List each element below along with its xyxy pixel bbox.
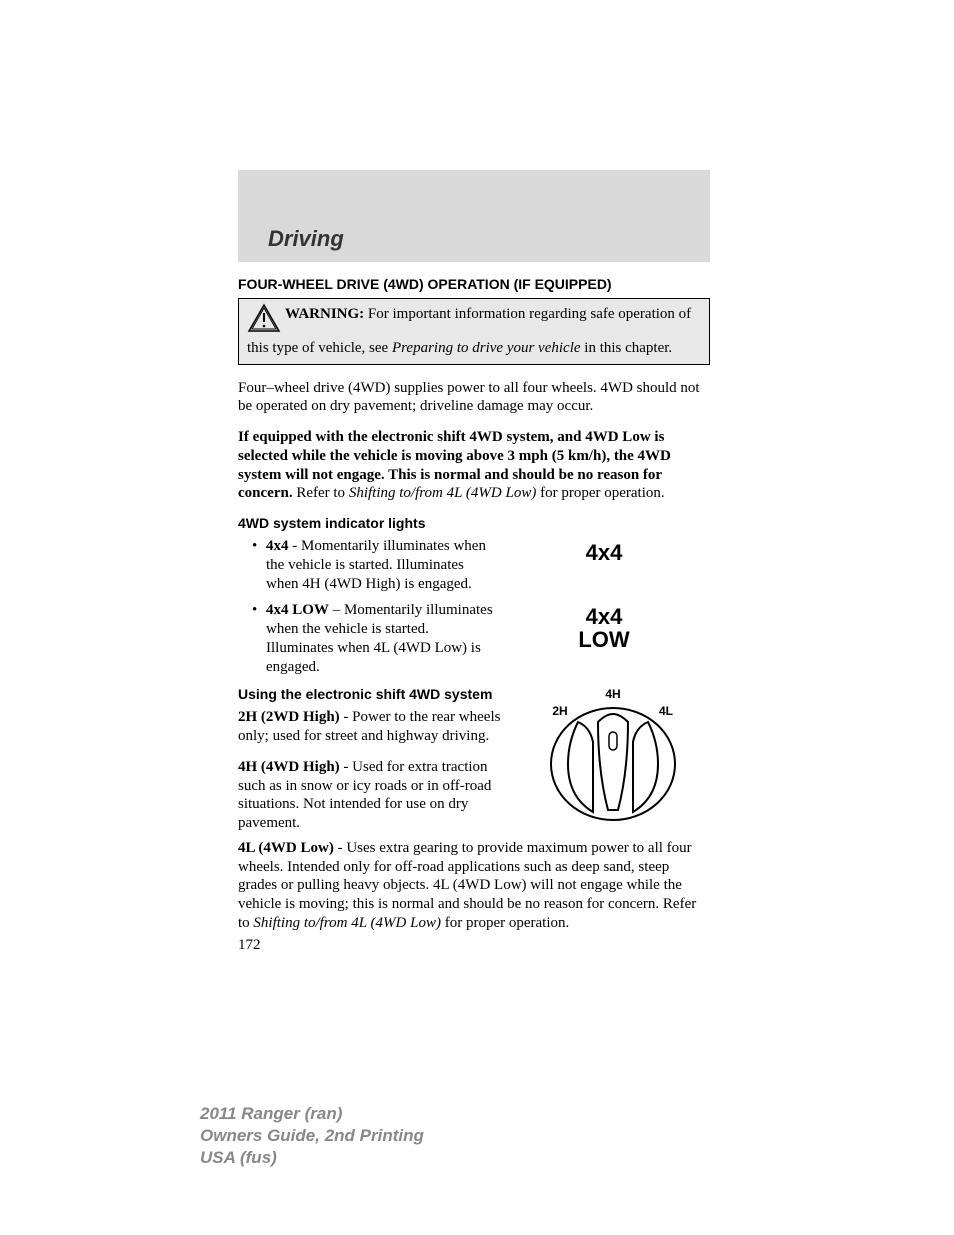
indicator-item-1: 4x4 - Momentarily illuminates when the v… (252, 537, 498, 593)
using-p3-bold: 4L (4WD Low) (238, 840, 334, 856)
indicator-4x4low-line2: LOW (578, 627, 629, 652)
para2-rest1: Refer to (293, 485, 349, 501)
warning-box: WARNING: For important information regar… (238, 298, 710, 365)
footer-l3-rest: (fus) (235, 1148, 277, 1167)
warning-label: WARNING: (285, 306, 364, 322)
warning-text-2: in this chapter. (581, 340, 673, 356)
indicator-item-2: 4x4 LOW – Momentarily illuminates when t… (252, 601, 498, 676)
para2-rest2: for proper operation. (536, 485, 664, 501)
using-p1-bold: 2H (2WD High) (238, 709, 340, 725)
using-section: Using the electronic shift 4WD system 2H… (238, 682, 710, 839)
footer: 2011 Ranger (ran) Owners Guide, 2nd Prin… (200, 1103, 424, 1169)
dial-diagram: 4H 2H 4L (516, 682, 710, 832)
paragraph-1: Four–wheel drive (4WD) supplies power to… (238, 379, 710, 417)
using-p3-text2: for proper operation. (441, 915, 569, 931)
indicator-4x4low-line1: 4x4 (586, 604, 623, 629)
page-number: 172 (238, 937, 710, 954)
paragraph-2: If equipped with the electronic shift 4W… (238, 428, 710, 503)
using-p1: 2H (2WD High) - Power to the rear wheels… (238, 708, 516, 746)
page-content: FOUR-WHEEL DRIVE (4WD) OPERATION (IF EQU… (238, 276, 710, 954)
chapter-title: Driving (268, 226, 710, 252)
footer-line2: Owners Guide, 2nd Printing (200, 1125, 424, 1147)
indicator-item2-bold: 4x4 LOW (266, 602, 329, 618)
warning-triangle-icon (247, 303, 281, 339)
using-heading: Using the electronic shift 4WD system (238, 686, 516, 702)
indicator-row-2: 4x4 LOW – Momentarily illuminates when t… (238, 601, 710, 684)
using-p3: 4L (4WD Low) - Uses extra gearing to pro… (238, 839, 710, 933)
using-p2-bold: 4H (4WD High) (238, 759, 340, 775)
footer-line3: USA (fus) (200, 1147, 424, 1169)
indicator-item1-bold: 4x4 (266, 538, 289, 554)
para2-italic: Shifting to/from 4L (4WD Low) (349, 485, 537, 501)
indicator-4x4-icon: 4x4 (498, 541, 710, 564)
footer-l3-bold: USA (200, 1148, 235, 1167)
indicator-heading: 4WD system indicator lights (238, 515, 710, 531)
dial-label-2h: 2H (552, 704, 567, 718)
footer-l1-bold: 2011 Ranger (200, 1104, 300, 1123)
using-p2: 4H (4WD High) - Used for extra traction … (238, 758, 516, 833)
indicator-item1-text: - Momentarily illuminates when the vehic… (266, 538, 486, 592)
footer-l1-rest: (ran) (300, 1104, 343, 1123)
indicator-4x4low-icon: 4x4 LOW (498, 605, 710, 651)
indicator-row-1: 4x4 - Momentarily illuminates when the v… (238, 537, 710, 601)
section-heading: FOUR-WHEEL DRIVE (4WD) OPERATION (IF EQU… (238, 276, 710, 292)
using-p3-italic: Shifting to/from 4L (4WD Low) (253, 915, 441, 931)
dial-label-4l: 4L (659, 704, 673, 718)
footer-line1: 2011 Ranger (ran) (200, 1103, 424, 1125)
dial-label-4h: 4H (605, 687, 620, 701)
chapter-header: Driving (238, 170, 710, 262)
warning-text-italic: Preparing to drive your vehicle (392, 340, 581, 356)
